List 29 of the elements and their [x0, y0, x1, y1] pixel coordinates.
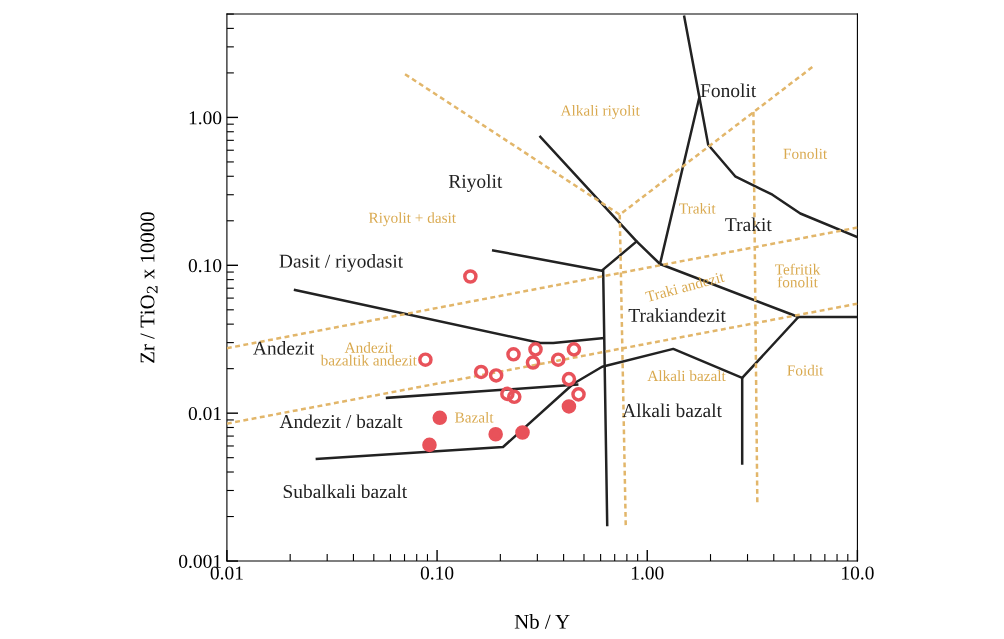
x-tick-label: 1.00 — [631, 566, 664, 580]
annotation: Andezit / bazalt — [279, 414, 403, 429]
annotation: Andezit bazaltik andezit — [320, 342, 417, 366]
annotation: Alkali bazalt — [622, 403, 722, 418]
x-tick-label: 0.10 — [420, 566, 454, 580]
annotation: Riyolit + dasit — [368, 212, 456, 227]
y-axis-title: Zr / TiO$_{2}$ x 10000 — [140, 212, 158, 363]
x-tick-label: 0.01 — [210, 566, 243, 580]
x-axis-title: Nb / Y — [514, 614, 570, 629]
annotation: Traki andezit — [644, 271, 726, 303]
annotation: Fonolit — [700, 83, 757, 98]
annotation: Fonolit — [783, 148, 828, 159]
annotation: Alkali riyolit — [560, 105, 640, 119]
annotation: Bazalt — [454, 411, 494, 423]
annotation: Dasit / riyodasit — [279, 254, 404, 272]
y-tick-label: 1.00 — [189, 111, 222, 125]
annotation: Foidit — [787, 364, 824, 376]
annotation: Trakit — [725, 217, 772, 232]
x-tick-label: 10.0 — [842, 566, 874, 580]
annotation: Tefritik fonolit — [775, 263, 821, 288]
annotation: Alkali bazalt — [647, 370, 726, 382]
annotation: Trakit — [679, 202, 716, 214]
annotation: Riyolit — [448, 174, 503, 192]
y-tick-label: 0.10 — [188, 259, 222, 273]
y-tick-label: 0.001 — [179, 554, 221, 569]
annotation: Trakiandezit — [628, 308, 726, 322]
annotation: Subalkali bazalt — [283, 484, 408, 499]
y-tick-label: 0.01 — [188, 406, 221, 421]
annotation: Andezit — [253, 341, 315, 355]
